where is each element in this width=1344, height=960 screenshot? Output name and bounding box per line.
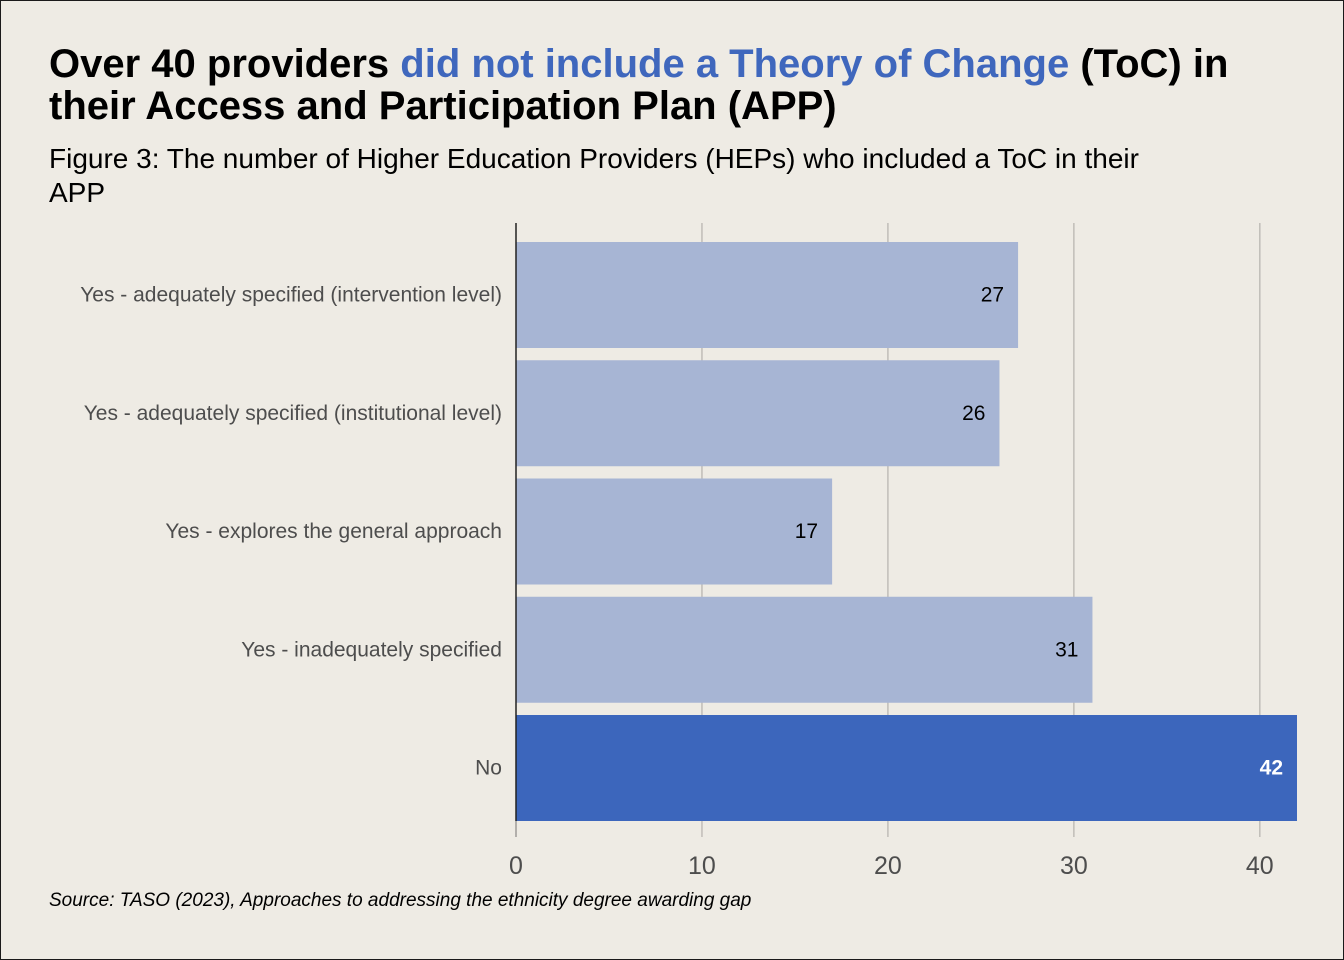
value-label: 27: [981, 284, 1004, 307]
headline: Over 40 providers did not include a Theo…: [49, 43, 1249, 127]
headline-part-1: Over 40 providers: [49, 42, 401, 86]
x-tick-label: 0: [509, 852, 523, 880]
value-label: 31: [1055, 638, 1078, 661]
category-label: No: [475, 757, 502, 780]
bar: [516, 478, 833, 585]
bar: [516, 360, 1000, 467]
headline-part-2: (ToC) in their Access and Participation …: [49, 42, 1229, 128]
category-label: Yes - inadequately specified: [241, 638, 502, 661]
bar: [516, 715, 1297, 821]
x-tick-label: 40: [1246, 852, 1274, 880]
value-label: 26: [962, 402, 985, 425]
x-tick-label: 20: [874, 852, 902, 880]
headline-accent: did not include a Theory of Change: [400, 42, 1070, 86]
source-note: Source: TASO (2023), Approaches to addre…: [49, 890, 752, 911]
value-label: 17: [795, 520, 818, 543]
category-label: Yes - adequately specified (intervention…: [80, 284, 502, 307]
x-tick-label: 10: [688, 852, 716, 880]
category-label: Yes - adequately specified (institutiona…: [84, 402, 502, 425]
bar: [516, 242, 1019, 348]
category-label: Yes - explores the general approach: [165, 520, 502, 543]
chart-subtitle: Figure 3: The number of Higher Education…: [49, 143, 1139, 208]
value-label: 42: [1260, 757, 1283, 780]
x-tick-label: 30: [1060, 852, 1088, 880]
bar: [516, 596, 1093, 703]
